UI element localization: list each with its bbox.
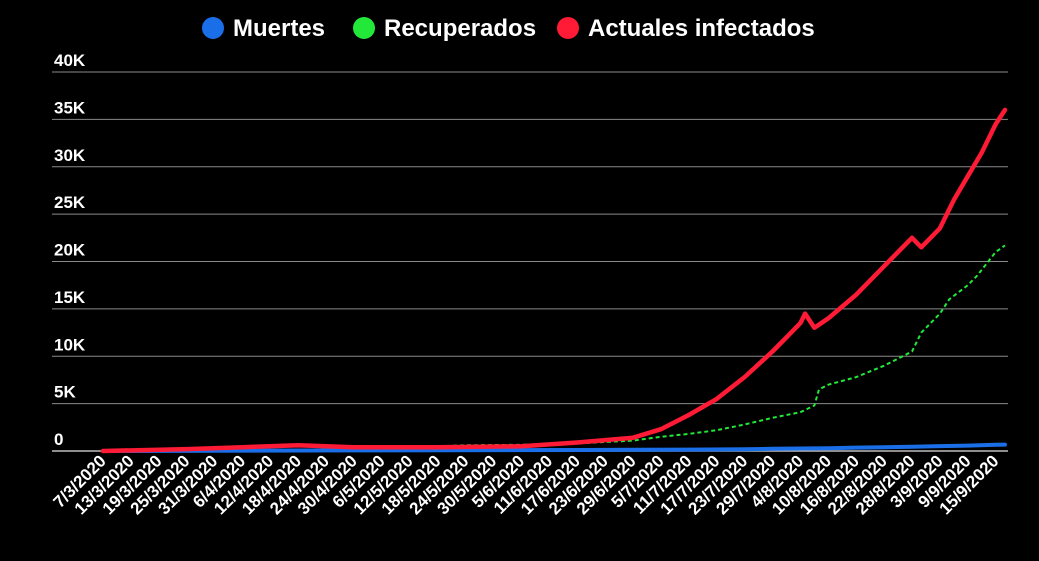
legend-label: Actuales infectados bbox=[588, 15, 815, 42]
y-tick-label: 40K bbox=[54, 51, 86, 70]
series-line-actuales-infectados bbox=[100, 107, 1008, 454]
y-tick-label: 10K bbox=[54, 335, 86, 354]
legend: Muertes Recuperados Actuales infectados bbox=[202, 15, 815, 42]
y-tick-label: 0 bbox=[54, 430, 63, 449]
legend-swatch bbox=[353, 17, 375, 39]
y-axis-labels: 0 5K 10K 15K 20K 25K 30K 35K 40K bbox=[54, 51, 86, 449]
legend-label: Recuperados bbox=[384, 15, 536, 42]
series-lines bbox=[100, 107, 1008, 454]
legend-item[interactable]: Muertes bbox=[202, 15, 325, 42]
legend-item[interactable]: Recuperados bbox=[353, 15, 536, 42]
legend-label: Muertes bbox=[233, 15, 325, 42]
y-tick-label: 15K bbox=[54, 288, 86, 307]
legend-swatch bbox=[557, 17, 579, 39]
legend-swatch bbox=[202, 17, 224, 39]
y-tick-label: 5K bbox=[54, 383, 76, 402]
x-axis-labels: 7/3/202013/3/202019/3/202025/3/202031/3/… bbox=[50, 451, 1003, 518]
y-tick-label: 35K bbox=[54, 98, 86, 117]
grid-lines bbox=[52, 71, 1008, 452]
y-tick-label: 30K bbox=[54, 146, 86, 165]
series-line-muertes bbox=[101, 442, 1007, 453]
y-tick-label: 20K bbox=[54, 241, 86, 260]
legend-item[interactable]: Actuales infectados bbox=[557, 15, 815, 42]
y-tick-label: 25K bbox=[54, 193, 86, 212]
series-line-recuperados bbox=[103, 244, 1006, 452]
